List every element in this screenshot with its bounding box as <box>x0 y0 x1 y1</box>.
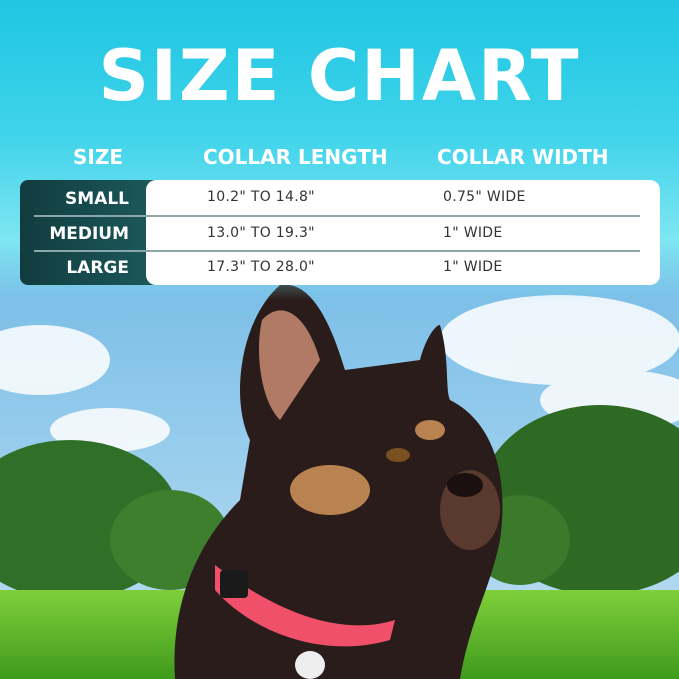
row-small-width: 0.75" WIDE <box>443 189 526 205</box>
size-column <box>20 180 160 285</box>
header-collar-length: COLLAR LENGTH <box>203 145 388 169</box>
clouds <box>0 295 679 452</box>
row-large-width: 1" WIDE <box>443 259 503 275</box>
collar-buckle <box>220 570 248 598</box>
header-collar-width: COLLAR WIDTH <box>437 145 609 169</box>
row-divider <box>34 215 640 217</box>
row-medium-width: 1" WIDE <box>443 225 503 241</box>
size-table <box>146 180 660 285</box>
header-size: SIZE <box>73 145 124 169</box>
dog <box>174 284 503 679</box>
row-divider <box>34 250 640 252</box>
row-small-size: SMALL <box>65 189 129 209</box>
page-title: SIZE CHART <box>98 35 581 117</box>
row-large-length: 17.3" TO 28.0" <box>207 259 315 275</box>
row-small-length: 10.2" TO 14.8" <box>207 189 315 205</box>
row-large-size: LARGE <box>66 258 129 278</box>
row-medium-length: 13.0" TO 19.3" <box>207 225 315 241</box>
collar <box>215 565 395 647</box>
row-medium-size: MEDIUM <box>49 224 129 244</box>
